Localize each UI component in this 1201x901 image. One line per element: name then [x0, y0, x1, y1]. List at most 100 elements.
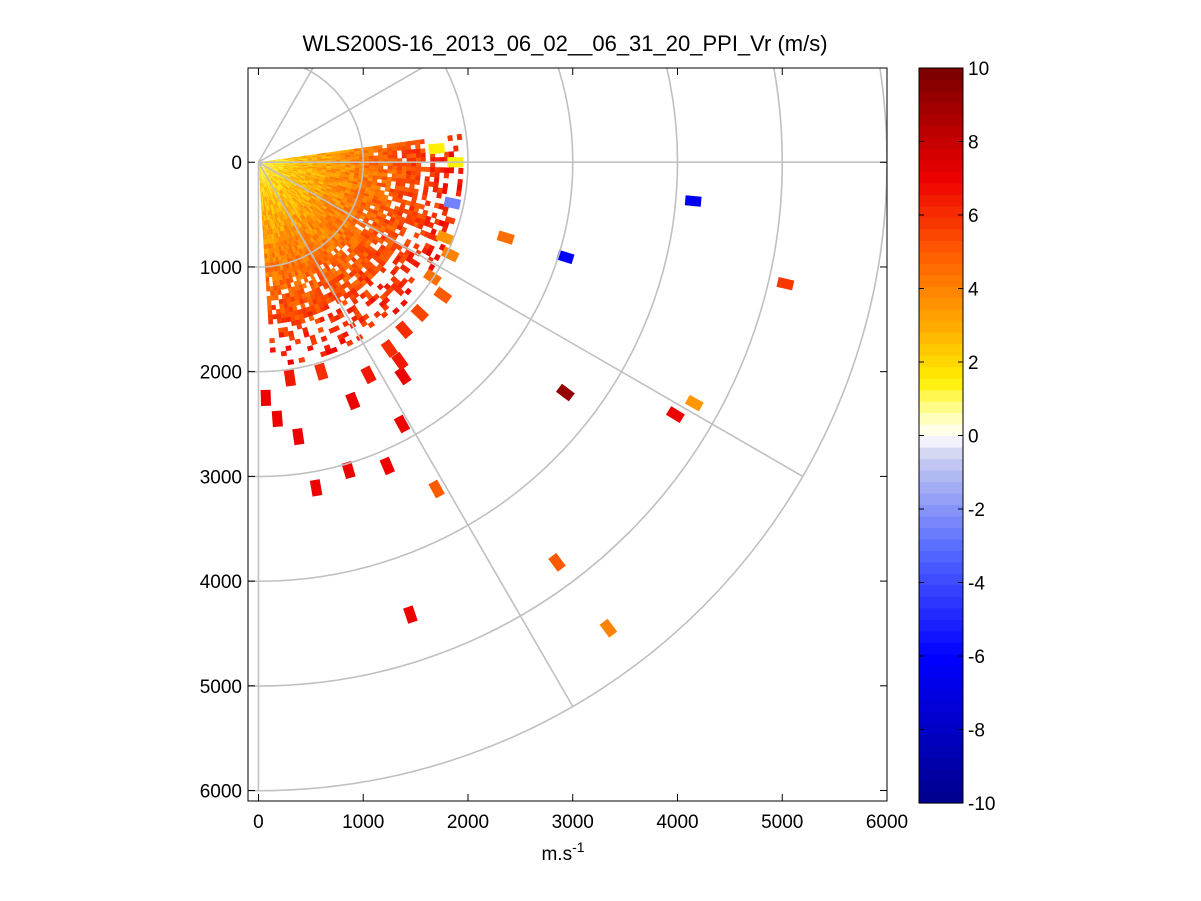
dense-return-cell	[308, 219, 314, 226]
dense-return-cell	[373, 218, 380, 224]
dense-return-cell	[263, 167, 267, 171]
dense-return-cell	[301, 307, 308, 314]
dense-return-cell	[410, 170, 417, 176]
dense-return-cell	[410, 175, 416, 181]
dense-return-cell	[310, 218, 316, 224]
dense-return-cell	[274, 159, 280, 161]
dense-return-cell	[293, 157, 299, 160]
dense-return-cell	[398, 257, 406, 265]
dense-return-cell	[277, 256, 282, 262]
colorbar-segment	[919, 286, 963, 299]
dense-return-cell	[279, 308, 286, 314]
dense-return-cell	[318, 223, 324, 229]
dense-return-cell	[378, 155, 384, 160]
colorbar-segment	[919, 435, 963, 448]
colorbar-segment	[919, 745, 963, 758]
dense-return-cell	[422, 190, 429, 196]
dense-return-cell	[265, 224, 269, 231]
dense-return-cell	[267, 185, 271, 191]
dense-return-cell	[323, 181, 329, 185]
sparse-return-cell	[428, 479, 445, 499]
dense-return-cell	[336, 184, 343, 189]
dense-return-cell	[269, 164, 275, 166]
dense-return-cell	[413, 232, 420, 239]
dense-return-cell	[274, 165, 280, 168]
dense-return-cell	[279, 279, 284, 286]
dense-return-cell	[305, 216, 311, 222]
dense-return-cell	[267, 300, 272, 306]
dense-return-cell	[296, 289, 302, 296]
dense-return-cell	[386, 180, 392, 185]
colorbar-segment	[919, 91, 963, 104]
dense-return-cell	[358, 207, 364, 213]
dense-return-cell	[314, 318, 321, 325]
dense-return-cell	[380, 311, 389, 319]
dense-return-cell	[263, 239, 266, 245]
dense-return-cell	[276, 318, 283, 324]
dense-return-cell	[276, 207, 280, 213]
dense-return-cell	[305, 174, 311, 178]
dense-return-cell	[260, 187, 262, 193]
dense-return-cell	[312, 194, 318, 199]
dense-return-cell	[363, 206, 370, 212]
dense-return-cell	[294, 177, 300, 181]
dense-return-cell	[273, 176, 278, 181]
dense-return-cell	[273, 247, 277, 253]
colorbar-segment	[919, 722, 963, 735]
dense-return-cell	[363, 171, 369, 175]
y-tick-label: 6000	[200, 782, 242, 803]
dense-return-cell	[273, 203, 277, 209]
dense-return-cell	[337, 182, 343, 187]
dense-return-cell	[272, 276, 276, 282]
dense-return-cell	[289, 193, 294, 199]
dense-return-cell	[299, 215, 305, 221]
dense-return-cell	[273, 182, 277, 188]
dense-return-cell	[428, 263, 436, 272]
dense-return-cell	[265, 163, 270, 166]
dense-return-cell	[308, 207, 314, 213]
dense-return-cell	[307, 232, 312, 239]
dense-return-cell	[420, 214, 427, 221]
dense-return-cell	[259, 178, 261, 184]
dense-return-cell	[269, 165, 275, 167]
dense-return-cell	[389, 268, 397, 276]
dense-return-cell	[261, 178, 263, 184]
dense-return-cell	[280, 210, 285, 216]
dense-return-cell	[345, 228, 351, 235]
dense-return-cell	[325, 265, 331, 272]
dense-return-cell	[298, 164, 304, 166]
dense-return-cell	[283, 179, 288, 183]
dense-return-cell	[260, 168, 263, 174]
dense-return-cell	[289, 311, 295, 317]
dense-return-cell	[384, 253, 392, 260]
dense-return-cell	[331, 197, 338, 203]
dense-return-cell	[328, 257, 334, 264]
dense-return-cell	[350, 188, 356, 193]
dense-return-cell	[374, 188, 381, 194]
dense-return-cell	[315, 307, 322, 314]
dense-return-cell	[328, 252, 334, 258]
dense-return-cell	[280, 350, 287, 357]
dense-return-cell	[314, 213, 321, 219]
dense-return-cell	[265, 281, 270, 287]
dense-return-cell	[386, 143, 392, 148]
dense-return-cell	[279, 216, 284, 222]
dense-return-cell	[279, 211, 283, 217]
dense-return-cell	[395, 142, 402, 147]
dense-return-cell	[263, 182, 266, 188]
dense-return-cell	[284, 191, 289, 197]
dense-return-cell	[259, 173, 260, 179]
dense-return-cell	[341, 252, 348, 259]
dense-return-cell	[305, 234, 310, 240]
dense-return-cell	[265, 163, 271, 164]
dense-return-cell	[317, 326, 325, 334]
dense-return-cell	[344, 203, 350, 209]
colorbar-segment	[919, 320, 963, 333]
dense-return-cell	[351, 298, 359, 305]
dense-return-cell	[369, 216, 376, 222]
dense-return-cell	[322, 261, 329, 268]
dense-return-cell	[411, 153, 417, 159]
dense-return-cell	[326, 167, 332, 171]
dense-return-cell	[295, 275, 301, 281]
dense-return-cell	[293, 295, 300, 302]
